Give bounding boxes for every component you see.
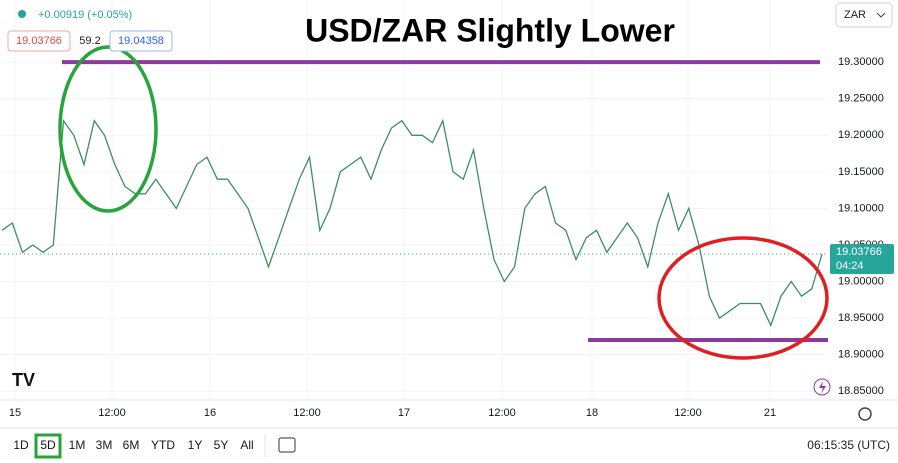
highlight-circle [657,236,829,360]
range-button[interactable]: 1M [69,438,86,452]
y-tick-label: 19.30000 [838,56,884,68]
settings-icon[interactable] [858,407,872,421]
x-tick-label: 17 [398,407,410,419]
x-tick-label: 12:00 [293,407,321,419]
x-tick-label: 12:00 [98,407,126,419]
x-tick-label: 21 [764,407,776,419]
range-button[interactable]: 1D [13,438,29,452]
bid-price: 19.03766 [16,35,62,47]
range-button[interactable]: YTD [151,438,175,452]
range-button[interactable]: 1Y [188,438,203,452]
y-tick-label: 19.00000 [838,275,884,287]
range-button[interactable]: 5Y [214,438,229,452]
y-tick-label: 19.15000 [838,166,884,178]
y-tick-label: 19.25000 [838,93,884,105]
bid-box [7,30,71,52]
last-price-box [830,243,894,274]
price-line [1,118,823,328]
status-dot [18,10,26,18]
currency-button[interactable] [835,2,893,28]
y-tick-label: 19.10000 [838,202,884,214]
calendar-icon[interactable] [278,437,296,453]
x-tick-label: 18 [586,407,598,419]
range-selected [34,433,62,459]
x-tick-label: 15 [9,407,21,419]
spread: 59.2 [79,35,100,47]
x-tick-label: 16 [204,407,216,419]
y-tick-label: 18.95000 [838,312,884,324]
last-price-label: 19.03766 [836,246,882,258]
dropdown-arrow [876,12,886,18]
price-change: +0.00919 (+0.05%) [38,9,132,21]
range-button[interactable]: 3M [96,438,113,452]
y-tick-label: 19.20000 [838,129,884,141]
countdown: 04:24 [836,260,864,272]
x-tick-label: 12:00 [674,407,702,419]
clock: 06:15:35 (UTC) [807,438,890,452]
y-tick-label: 18.85000 [838,385,884,397]
flash-glyph [819,381,826,394]
tv-logo: TV [12,370,35,390]
highlight-circle [58,45,158,213]
range-button[interactable]: 6M [123,438,140,452]
range-button[interactable]: 5D [40,438,56,452]
range-button[interactable]: All [240,438,253,452]
chart-title: USD/ZAR Slightly Lower [305,12,675,48]
currency-label[interactable]: ZAR [844,9,866,21]
x-tick-label: 12:00 [488,407,516,419]
price-axis [829,0,898,400]
ask-box [109,30,173,52]
y-tick-label: 18.90000 [838,349,884,361]
ask-price: 19.04358 [118,35,164,47]
